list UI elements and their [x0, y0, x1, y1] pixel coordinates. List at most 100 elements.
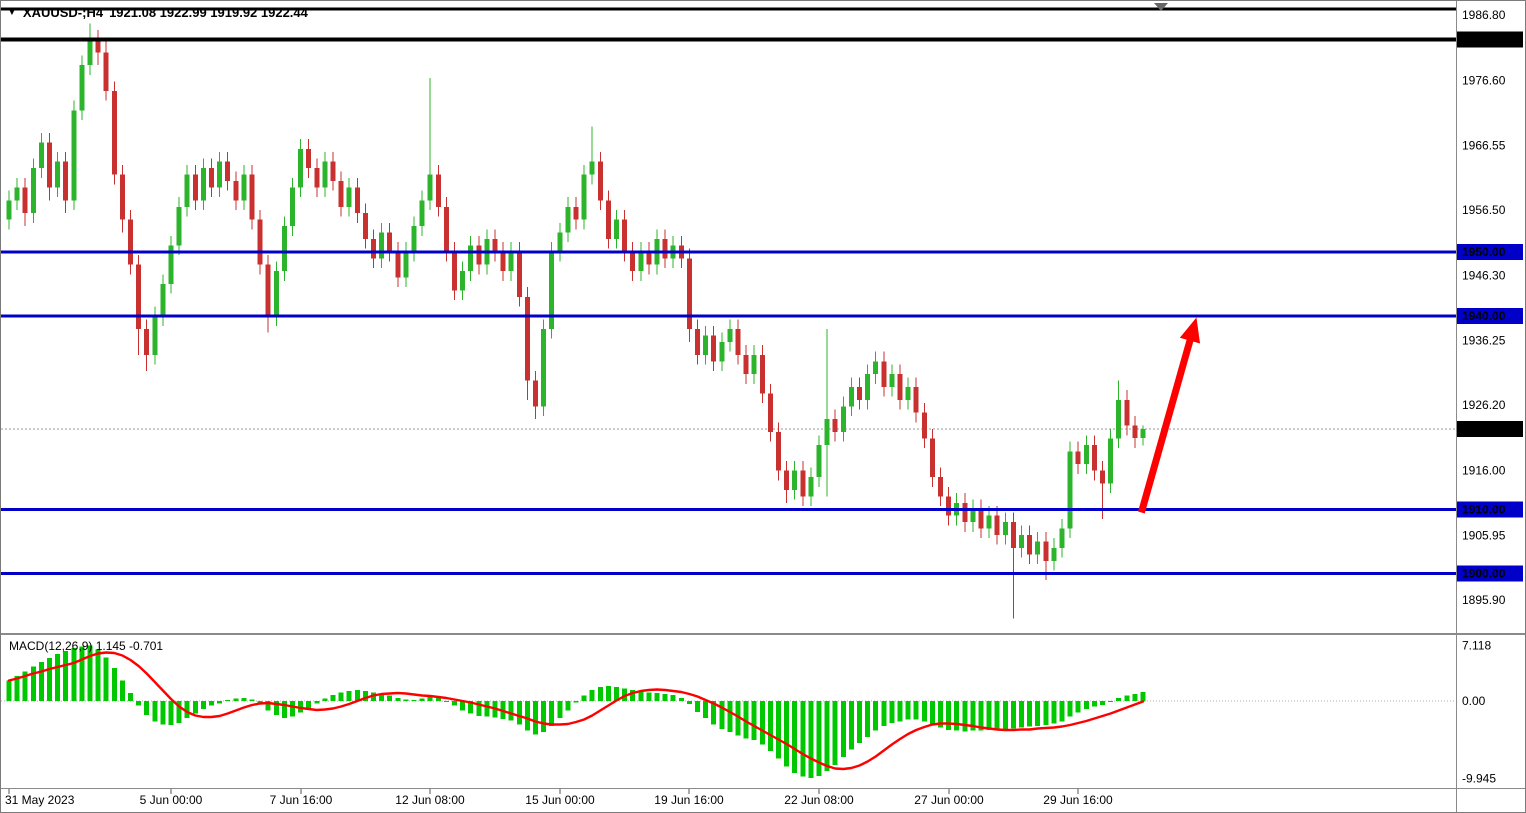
panel-splitter[interactable] — [1, 633, 1526, 635]
macd-histogram-bar — [136, 701, 141, 706]
macd-histogram-bar — [120, 680, 125, 701]
candle-body — [314, 168, 320, 188]
macd-histogram-bar — [322, 698, 328, 701]
price-tick-label: 1936.25 — [1462, 334, 1506, 348]
candle-body — [808, 477, 814, 497]
macd-histogram-bar — [193, 701, 198, 714]
macd-histogram-bar — [363, 691, 368, 701]
candle-body — [346, 187, 352, 207]
price-level-badge-label: 1940.00 — [1462, 309, 1506, 323]
candle-body — [606, 200, 611, 239]
macd-histogram-bar — [282, 701, 287, 718]
time-axis-label: 7 Jun 16:00 — [270, 793, 333, 807]
macd-histogram-bar — [1075, 701, 1081, 713]
macd-histogram-bar — [541, 701, 546, 732]
macd-histogram-bar — [760, 701, 765, 745]
candle-body — [1067, 451, 1073, 529]
macd-histogram-bar — [87, 645, 93, 701]
candle-body — [22, 187, 28, 213]
candle-body — [500, 252, 506, 271]
macd-histogram-bar — [484, 701, 490, 717]
candle-body — [573, 207, 579, 220]
macd-histogram-bar — [1011, 701, 1016, 729]
macd-histogram-bar — [144, 701, 149, 715]
price-level-badge-label: 1900.00 — [1462, 567, 1506, 581]
candle-body — [760, 355, 765, 394]
price-tick-label: 1986.80 — [1462, 8, 1506, 22]
candle-body — [857, 387, 862, 400]
candle-body — [832, 419, 838, 432]
ohlc-readout: 1921.08 1922.99 1919.92 1922.44 — [109, 5, 308, 20]
candle-body — [711, 335, 716, 362]
macd-histogram-bar — [201, 701, 206, 709]
candle-body — [136, 264, 141, 329]
candle-body — [703, 335, 708, 355]
macd-histogram-bar — [897, 701, 903, 722]
candle-body — [1035, 541, 1040, 555]
candle-body — [946, 496, 951, 516]
macd-histogram-bar — [379, 694, 384, 701]
candle-body — [47, 142, 52, 188]
candle-body — [379, 232, 384, 259]
macd-histogram-bar — [508, 701, 514, 721]
macd-histogram-bar — [14, 676, 20, 701]
indicator-label: MACD(12,26,9) 1.145 -0.701 — [9, 639, 164, 653]
macd-histogram-bar — [31, 666, 36, 701]
candle-body — [930, 438, 935, 477]
price-level-badge-1950-00 — [1457, 244, 1523, 260]
macd-histogram-bar — [824, 701, 830, 771]
macd-histogram-bar — [606, 686, 611, 701]
candle-body — [274, 271, 279, 316]
candle-body — [298, 149, 303, 188]
macd-histogram-bar — [112, 668, 117, 701]
macd-histogram-bar — [1051, 701, 1057, 724]
candle-body — [128, 219, 133, 265]
macd-histogram-bar — [168, 701, 174, 725]
macd-histogram-bar — [411, 700, 417, 701]
candle-body — [290, 187, 295, 226]
candle-body — [792, 470, 797, 490]
macd-histogram-bar — [249, 699, 255, 701]
macd-histogram-bar — [905, 701, 911, 720]
macd-histogram-bar — [525, 701, 530, 731]
candle-body — [1124, 400, 1130, 426]
macd-histogram-bar — [687, 701, 692, 704]
macd-histogram-bar — [298, 701, 303, 713]
candle-body — [970, 509, 976, 522]
candle-body — [816, 445, 822, 477]
macd-histogram-bar — [184, 701, 190, 718]
trend-arrow-annotation[interactable] — [1138, 317, 1201, 514]
time-axis-label: 19 Jun 16:00 — [654, 793, 724, 807]
macd-histogram-bar — [889, 701, 895, 723]
macd-histogram-bar — [557, 701, 563, 718]
macd-histogram-bar — [160, 701, 166, 725]
trend-arrow-shaft — [1138, 334, 1195, 514]
candle-body — [873, 361, 878, 374]
price-level-badge-1900-00 — [1457, 565, 1523, 582]
macd-histogram-bar — [549, 701, 554, 726]
candle-body — [427, 174, 433, 201]
price-level-badge-1983-00 — [1457, 31, 1523, 48]
candle-body — [557, 232, 563, 252]
candle-body — [1011, 522, 1016, 548]
macd-histogram-bar — [646, 692, 652, 701]
candle-body — [233, 181, 239, 201]
macd-histogram-bar — [330, 695, 336, 701]
macd-histogram-bar — [938, 701, 943, 728]
candle-body — [962, 503, 968, 522]
candle-body — [517, 252, 522, 297]
macd-histogram-bar — [152, 701, 158, 722]
candle-body — [1075, 451, 1081, 464]
macd-histogram-bar — [776, 701, 781, 759]
candle-body — [193, 174, 198, 201]
macd-histogram-bar — [225, 700, 230, 701]
candle-body — [719, 342, 725, 362]
macd-histogram-bar — [743, 701, 749, 739]
candle-body — [112, 91, 117, 175]
candle-body — [541, 329, 546, 407]
macd-histogram-bar — [679, 698, 684, 701]
macd-histogram-bar — [233, 698, 239, 701]
macd-histogram-bar — [727, 701, 733, 732]
